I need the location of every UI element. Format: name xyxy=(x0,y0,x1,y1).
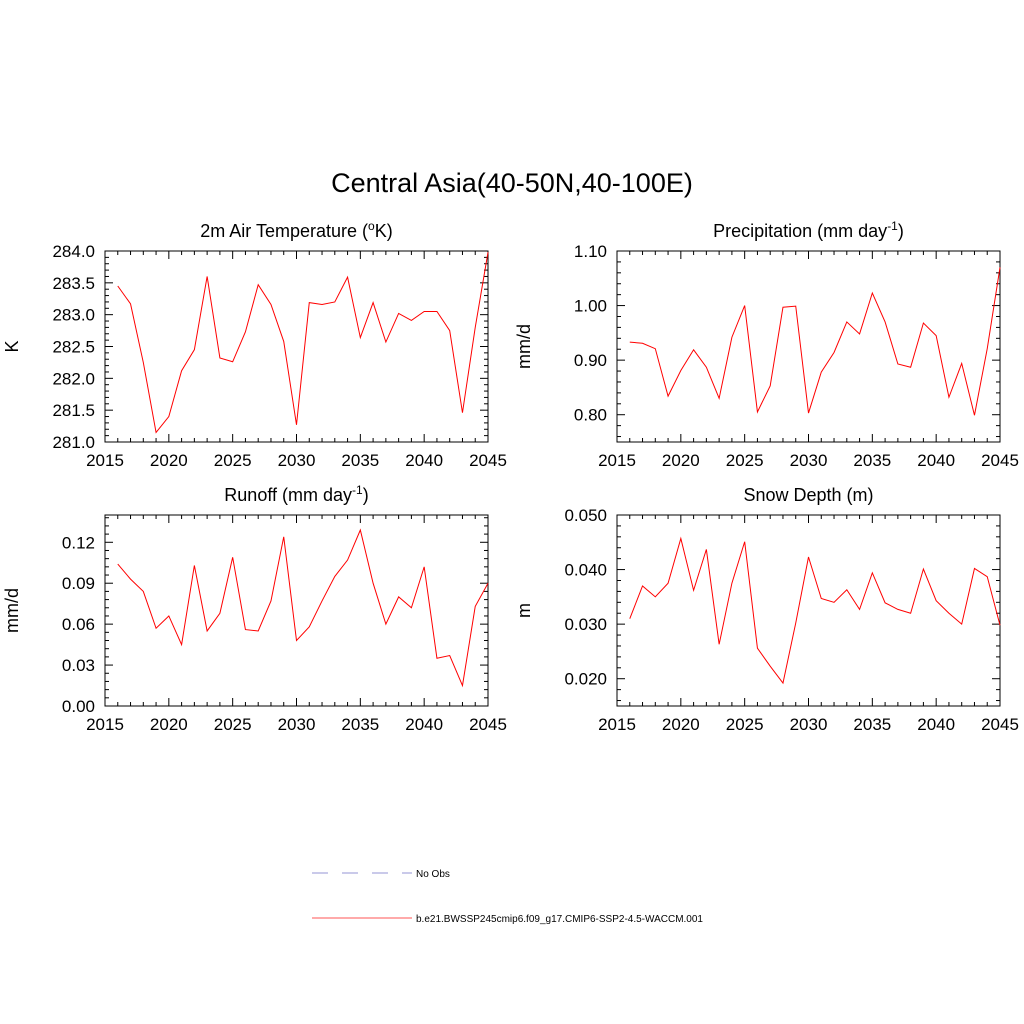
y-axis-label: mm/d xyxy=(514,324,534,369)
x-tick-label: 2035 xyxy=(853,451,891,470)
y-tick-label: 282.0 xyxy=(52,369,95,388)
series-line xyxy=(629,536,1001,685)
figure-title: Central Asia(40-50N,40-100E) xyxy=(331,168,693,198)
x-tick-label: 2020 xyxy=(662,451,700,470)
y-tick-label: 281.0 xyxy=(52,433,95,452)
x-tick-label: 2015 xyxy=(86,451,124,470)
y-tick-label: 284.0 xyxy=(52,242,95,261)
x-tick-label: 2030 xyxy=(278,451,316,470)
y-axis-label: m xyxy=(514,603,534,618)
y-tick-label: 0.03 xyxy=(62,656,95,675)
x-tick-label: 2040 xyxy=(405,451,443,470)
x-tick-label: 2025 xyxy=(214,715,252,734)
panels-group: 2m Air Temperature (oK) K 2015 2020 2025 2030… xyxy=(2,219,1019,734)
legend-label-model-run: b.e21.BWSSP245cmip6.f09_g17.CMIP6-SSP2-4… xyxy=(416,914,703,925)
y-tick-label: 0.80 xyxy=(574,406,607,425)
x-tick-label: 2040 xyxy=(917,451,955,470)
y-tick-label: 1.00 xyxy=(574,297,607,316)
x-tick-label: 2035 xyxy=(341,715,379,734)
x-tick-label: 2025 xyxy=(726,715,764,734)
x-tick-label: 2040 xyxy=(917,715,955,734)
legend: No Obs b.e21.BWSSP245cmip6.f09_g17.CMIP6… xyxy=(312,869,703,925)
panel-precipitation-mm-day: Precipitation (mm day-1) mm/d 2015 2020 2025… xyxy=(514,219,1019,470)
x-tick-label: 2045 xyxy=(469,715,507,734)
y-tick-label: 1.10 xyxy=(574,242,607,261)
series-line xyxy=(117,528,489,688)
x-tick-label: 2020 xyxy=(150,715,188,734)
y-tick-label: 281.5 xyxy=(52,401,95,420)
legend-item-model-run: b.e21.BWSSP245cmip6.f09_g17.CMIP6-SSP2-4… xyxy=(312,914,703,925)
legend-item-no-obs: No Obs xyxy=(312,869,450,880)
plot-frame xyxy=(104,250,489,443)
y-tick-label: 0.90 xyxy=(574,351,607,370)
x-tick-label: 2035 xyxy=(341,451,379,470)
plot-frame xyxy=(616,250,1001,443)
x-tick-label: 2045 xyxy=(469,451,507,470)
x-tick-label: 2015 xyxy=(86,715,124,734)
y-tick-label: 0.040 xyxy=(564,561,607,580)
y-tick-label: 283.5 xyxy=(52,274,95,293)
series-line xyxy=(629,267,1001,416)
x-tick-label: 2045 xyxy=(981,715,1019,734)
y-tick-label: 0.030 xyxy=(564,615,607,634)
panel-runoff-mm-day: Runoff (mm day-1) mm/d 2015 2020 2025 2030 203… xyxy=(2,483,507,734)
x-tick-label: 2030 xyxy=(790,451,828,470)
x-tick-label: 2015 xyxy=(598,715,636,734)
x-tick-label: 2030 xyxy=(278,715,316,734)
y-tick-label: 282.5 xyxy=(52,338,95,357)
panel-2m-air-temperature-k: 2m Air Temperature (oK) K 2015 2020 2025 2030… xyxy=(2,219,507,470)
y-tick-label: 0.06 xyxy=(62,615,95,634)
x-tick-label: 2020 xyxy=(150,451,188,470)
y-axis-label: mm/d xyxy=(2,588,22,633)
x-tick-label: 2015 xyxy=(598,451,636,470)
y-tick-label: 0.00 xyxy=(62,697,95,716)
legend-label-no-obs: No Obs xyxy=(416,869,450,880)
panel-snow-depth-m: Snow Depth (m) m 2015 2020 2025 2030 2035 2040 2… xyxy=(514,485,1019,734)
plot-frame xyxy=(616,514,1001,707)
y-tick-label: 0.12 xyxy=(62,533,95,552)
panel-title: Snow Depth (m) xyxy=(743,485,873,505)
y-tick-label: 283.0 xyxy=(52,306,95,325)
series-line xyxy=(117,252,489,434)
x-tick-label: 2035 xyxy=(853,715,891,734)
x-tick-label: 2030 xyxy=(790,715,828,734)
y-tick-label: 0.09 xyxy=(62,574,95,593)
x-tick-label: 2040 xyxy=(405,715,443,734)
panel-title: Precipitation (mm day-1) xyxy=(713,219,904,241)
x-tick-label: 2025 xyxy=(726,451,764,470)
panel-title: Runoff (mm day-1) xyxy=(224,483,368,505)
y-tick-label: 0.020 xyxy=(564,670,607,689)
x-tick-label: 2020 xyxy=(662,715,700,734)
y-tick-label: 0.050 xyxy=(564,506,607,525)
y-axis-label: K xyxy=(2,340,22,352)
panel-title: 2m Air Temperature (oK) xyxy=(200,219,392,241)
x-tick-label: 2045 xyxy=(981,451,1019,470)
x-tick-label: 2025 xyxy=(214,451,252,470)
